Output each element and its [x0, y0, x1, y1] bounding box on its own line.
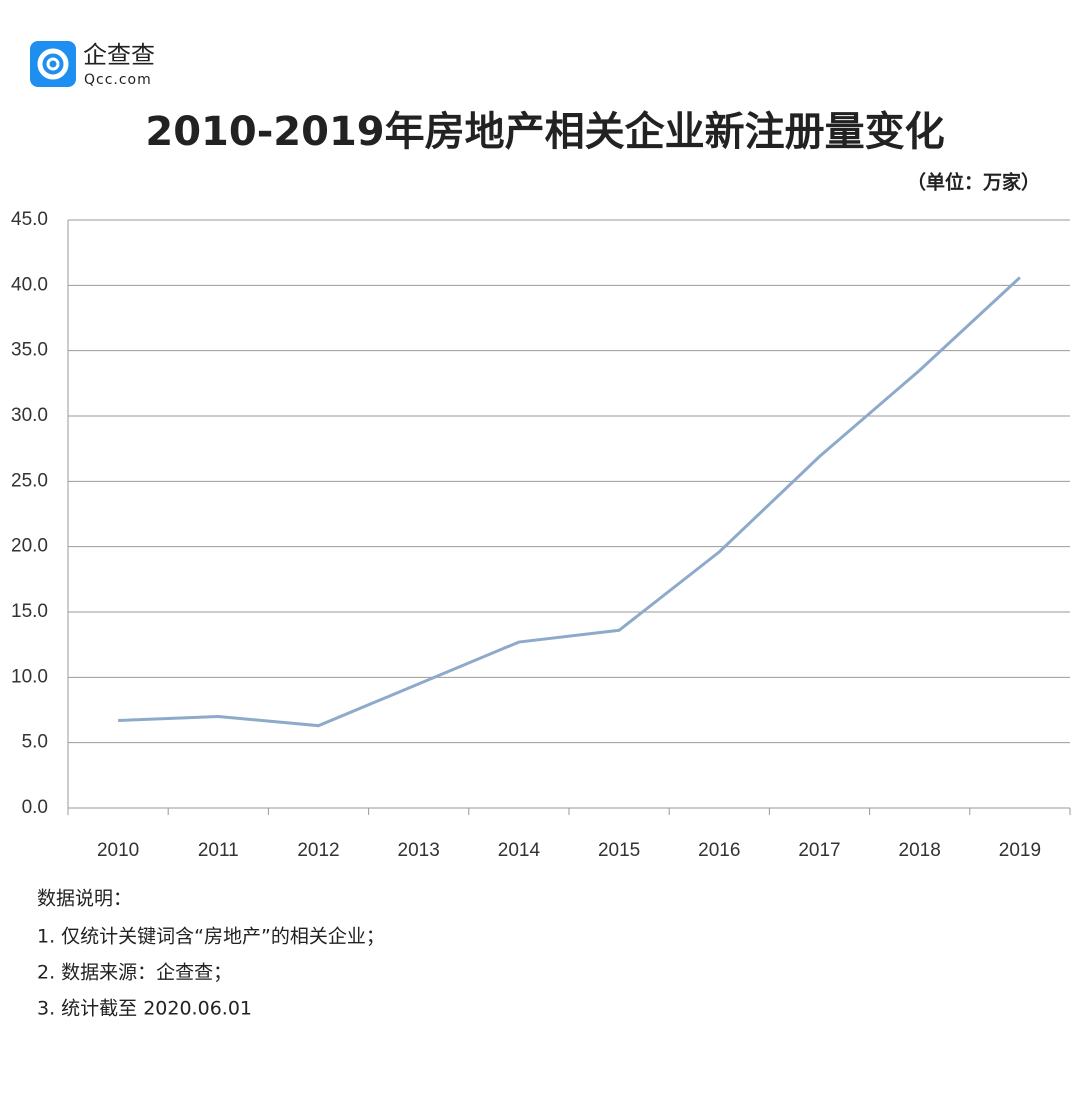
x-tick-label: 2018	[899, 840, 941, 861]
chart-title: 2010-2019年房地产相关企业新注册量变化	[145, 109, 944, 155]
logo-icon	[30, 41, 76, 87]
notes-title: 数据说明：	[37, 888, 132, 910]
note-item: 3. 统计截至 2020.06.01	[37, 998, 252, 1020]
y-tick-label: 10.0	[11, 666, 48, 687]
logo-url: Qcc.com	[84, 72, 152, 88]
x-tick-label: 2017	[798, 840, 840, 861]
x-tick-label: 2019	[999, 840, 1041, 861]
x-tick-label: 2010	[97, 840, 139, 861]
logo-name: 企查查	[83, 41, 155, 69]
y-tick-label: 30.0	[11, 405, 48, 426]
x-tick-label: 2011	[198, 840, 239, 861]
note-item: 1. 仅统计关键词含“房地产”的相关企业；	[37, 926, 385, 948]
y-tick-label: 25.0	[11, 470, 48, 491]
y-tick-label: 20.0	[11, 536, 48, 557]
logo-inner	[46, 57, 60, 71]
x-tick-label: 2015	[598, 840, 640, 861]
y-tick-label: 15.0	[11, 601, 48, 622]
x-tick-label: 2012	[297, 840, 339, 861]
data-line	[118, 276, 1021, 728]
note-item: 2. 数据来源：企查查；	[37, 962, 232, 984]
y-tick-label: 0.0	[22, 797, 48, 818]
x-tick-label: 2014	[498, 840, 541, 861]
logo-ring	[37, 48, 69, 80]
x-tick-label: 2013	[398, 840, 440, 861]
x-tick-label: 2016	[698, 840, 740, 861]
unit-note: （单位：万家）	[907, 171, 1040, 194]
y-tick-label: 35.0	[11, 340, 48, 361]
y-tick-label: 45.0	[11, 209, 48, 230]
y-tick-label: 40.0	[11, 274, 48, 295]
y-tick-label: 5.0	[22, 732, 48, 753]
